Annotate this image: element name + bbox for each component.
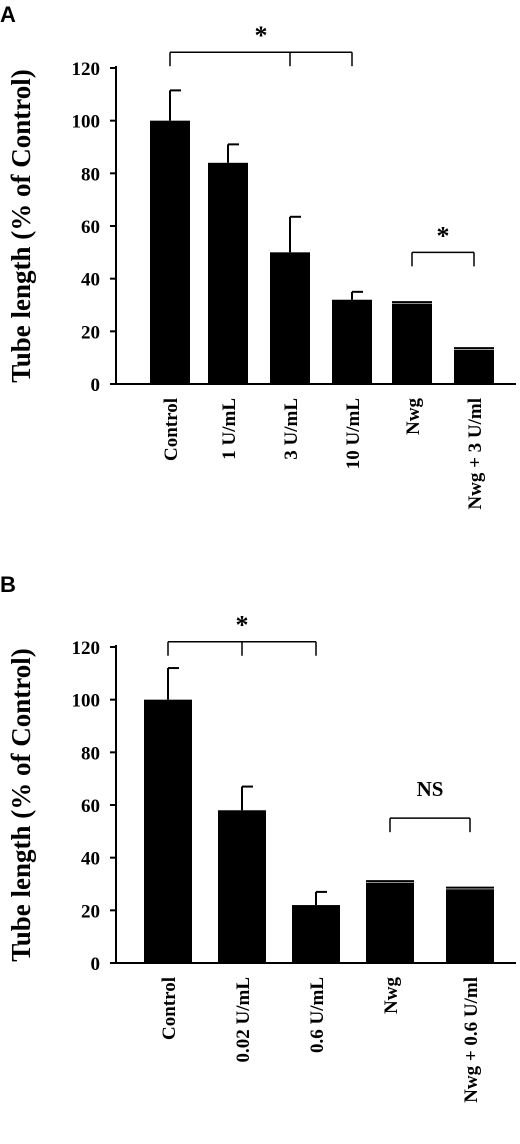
- y-tick-label: 60: [81, 796, 100, 817]
- panel-a: A Tube length (% of Control) 0 20 40 60 80 100 1…: [0, 2, 516, 510]
- bar-5: [446, 889, 494, 963]
- y-tick-label: 120: [72, 638, 101, 659]
- y-tick-label: 80: [81, 743, 100, 764]
- panel-letter: A: [0, 2, 16, 27]
- y-axis-title: Tube length (% of Control): [6, 648, 36, 962]
- y-tick-label: 40: [81, 270, 100, 291]
- category-label-3: 3 U/mL: [281, 398, 302, 460]
- y-tick-label: 100: [72, 691, 101, 712]
- significance-label-1: *: [236, 611, 249, 640]
- category-label-6: Nwg + 3 U/ml: [465, 398, 486, 510]
- bar-1: [144, 699, 192, 963]
- category-label-3: 0.6 U/mL: [307, 977, 328, 1053]
- category-label-2: 0.02 U/mL: [233, 977, 254, 1063]
- y-tick-label: 100: [72, 112, 101, 133]
- significance-label-2: NS: [417, 777, 444, 801]
- category-label-1: Control: [159, 977, 180, 1040]
- bar-4: [366, 882, 414, 963]
- category-label-4: 10 U/mL: [343, 398, 364, 469]
- bar-3: [292, 905, 340, 963]
- y-tick-label: 20: [81, 322, 100, 343]
- bar-1: [150, 120, 190, 385]
- y-tick-label: 120: [72, 59, 101, 80]
- bar-3: [270, 252, 310, 384]
- bar-4: [332, 299, 372, 384]
- category-label-5: Nwg: [403, 398, 424, 435]
- significance-label-1: *: [255, 21, 268, 50]
- bar-2: [208, 162, 248, 384]
- y-axis-title: Tube length (% of Control): [6, 69, 36, 383]
- panel-b: B Tube length (% of Control) 0 20 40 60 80 100 1…: [0, 572, 516, 1103]
- panel-letter: B: [0, 572, 16, 597]
- y-tick-label: 0: [91, 954, 101, 975]
- bar-2: [218, 810, 266, 963]
- y-tick-label: 40: [81, 849, 100, 870]
- y-tick-label: 0: [91, 375, 101, 396]
- category-label-4: Nwg: [381, 977, 402, 1014]
- bar-5: [392, 303, 432, 384]
- category-label-1: Control: [161, 398, 182, 461]
- significance-label-2: *: [437, 221, 450, 250]
- category-label-5: Nwg + 0.6 U/ml: [461, 977, 482, 1103]
- y-tick-label: 80: [81, 164, 100, 185]
- category-label-2: 1 U/mL: [219, 398, 240, 460]
- y-tick-label: 60: [81, 217, 100, 238]
- bar-6: [454, 349, 494, 384]
- y-tick-label: 20: [81, 901, 100, 922]
